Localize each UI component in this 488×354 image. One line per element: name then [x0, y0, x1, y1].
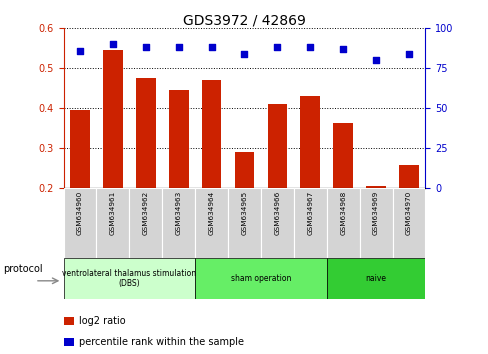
Point [371, 57, 379, 63]
Point [240, 51, 248, 57]
Point [306, 45, 314, 50]
Text: sham operation: sham operation [230, 274, 290, 283]
Bar [195, 258, 326, 299]
Text: GSM634968: GSM634968 [340, 190, 346, 235]
FancyBboxPatch shape [96, 188, 129, 258]
Point [174, 45, 182, 50]
FancyBboxPatch shape [261, 188, 293, 258]
Text: GSM634966: GSM634966 [274, 190, 280, 235]
Point [339, 46, 346, 52]
Bar [63, 258, 195, 299]
FancyBboxPatch shape [63, 188, 96, 258]
Title: GDS3972 / 42869: GDS3972 / 42869 [183, 13, 305, 27]
Bar [366, 185, 385, 267]
Bar [168, 90, 188, 267]
Bar [300, 96, 320, 267]
Bar [103, 50, 122, 267]
Point [109, 41, 117, 47]
Text: percentile rank within the sample: percentile rank within the sample [79, 337, 244, 347]
Point [142, 45, 149, 50]
Text: GSM634967: GSM634967 [306, 190, 313, 235]
Bar [63, 317, 74, 325]
Bar [202, 80, 221, 267]
Bar [234, 152, 254, 267]
Bar [267, 104, 286, 267]
Text: GSM634964: GSM634964 [208, 190, 214, 235]
Text: naive: naive [365, 274, 386, 283]
Bar [326, 258, 425, 299]
Point [273, 45, 281, 50]
FancyBboxPatch shape [195, 188, 227, 258]
Point [207, 45, 215, 50]
FancyBboxPatch shape [227, 188, 261, 258]
Bar [63, 338, 74, 346]
FancyBboxPatch shape [129, 188, 162, 258]
Point [76, 48, 84, 53]
FancyBboxPatch shape [392, 188, 425, 258]
Bar [333, 123, 352, 267]
FancyBboxPatch shape [359, 188, 392, 258]
Text: GSM634963: GSM634963 [175, 190, 182, 235]
Text: GSM634969: GSM634969 [372, 190, 378, 235]
Text: protocol: protocol [3, 264, 43, 274]
Text: GSM634962: GSM634962 [142, 190, 148, 235]
Text: log2 ratio: log2 ratio [79, 316, 125, 326]
FancyBboxPatch shape [162, 188, 195, 258]
Text: GSM634970: GSM634970 [405, 190, 411, 235]
Bar [136, 78, 155, 267]
FancyBboxPatch shape [293, 188, 326, 258]
FancyBboxPatch shape [326, 188, 359, 258]
Text: GSM634961: GSM634961 [110, 190, 116, 235]
Bar [398, 165, 418, 267]
Point [404, 51, 412, 57]
Bar [70, 110, 90, 267]
Text: ventrolateral thalamus stimulation
(DBS): ventrolateral thalamus stimulation (DBS) [62, 269, 196, 289]
Text: GSM634965: GSM634965 [241, 190, 247, 235]
Text: GSM634960: GSM634960 [77, 190, 83, 235]
